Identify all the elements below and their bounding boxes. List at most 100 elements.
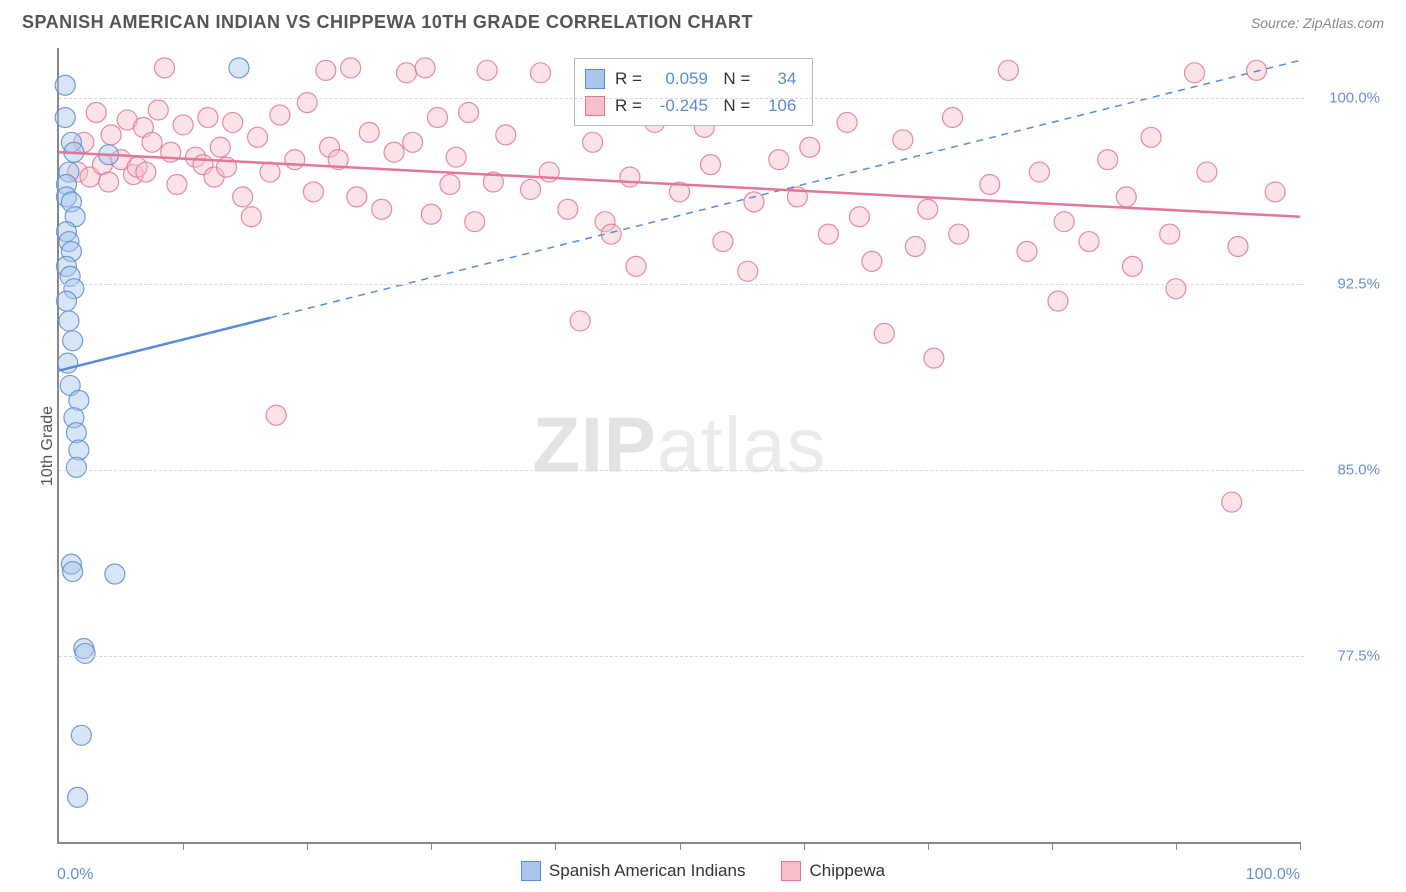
data-point-chip	[210, 137, 230, 157]
legend-swatch-chip	[781, 861, 801, 881]
data-point-sai	[66, 457, 86, 477]
data-point-chip	[465, 212, 485, 232]
data-point-chip	[223, 112, 243, 132]
plot-region: ZIPatlas R = 0.059 N = 34 R = -0.245 N =…	[57, 48, 1300, 844]
stats-r-value: 0.059	[648, 65, 708, 92]
stats-box: R = 0.059 N = 34 R = -0.245 N = 106	[574, 58, 813, 126]
data-point-chip	[837, 112, 857, 132]
x-tick	[431, 842, 432, 850]
stats-swatch-sai	[585, 69, 605, 89]
legend-label-sai: Spanish American Indians	[549, 861, 746, 881]
data-point-chip	[86, 103, 106, 123]
data-point-chip	[241, 207, 261, 227]
stats-swatch-chip	[585, 96, 605, 116]
stats-r-label: R =	[615, 65, 642, 92]
data-point-chip	[849, 207, 869, 227]
x-tick	[555, 842, 556, 850]
data-point-chip	[701, 155, 721, 175]
stats-r-label: R =	[615, 92, 642, 119]
data-point-chip	[1017, 241, 1037, 261]
data-point-sai	[63, 331, 83, 351]
data-point-chip	[101, 125, 121, 145]
gridline	[59, 284, 1304, 285]
data-point-chip	[285, 150, 305, 170]
x-tick	[307, 842, 308, 850]
data-point-chip	[154, 58, 174, 78]
data-point-chip	[1122, 256, 1142, 276]
data-point-chip	[769, 150, 789, 170]
data-point-chip	[1166, 279, 1186, 299]
data-point-sai	[75, 643, 95, 663]
data-point-chip	[1160, 224, 1180, 244]
legend-item-sai: Spanish American Indians	[521, 861, 746, 881]
data-point-chip	[198, 107, 218, 127]
stats-n-label: N =	[723, 65, 750, 92]
data-point-chip	[459, 103, 479, 123]
data-point-sai	[68, 787, 88, 807]
data-point-sai	[71, 725, 91, 745]
stats-row-chip: R = -0.245 N = 106	[585, 92, 802, 119]
gridline	[59, 98, 1304, 99]
data-point-chip	[620, 167, 640, 187]
stats-r-value: -0.245	[648, 92, 708, 119]
data-point-chip	[1185, 63, 1205, 83]
data-point-chip	[570, 311, 590, 331]
x-tick	[804, 842, 805, 850]
data-point-chip	[403, 132, 423, 152]
data-point-sai	[55, 75, 75, 95]
stats-row-sai: R = 0.059 N = 34	[585, 65, 802, 92]
data-point-chip	[626, 256, 646, 276]
chart-area: ZIPatlas R = 0.059 N = 34 R = -0.245 N =…	[45, 48, 1388, 844]
gridline	[59, 470, 1304, 471]
y-tick-label: 77.5%	[1337, 647, 1380, 664]
legend-item-chip: Chippewa	[781, 861, 885, 881]
source-label: Source: ZipAtlas.com	[1251, 15, 1384, 31]
data-point-chip	[167, 174, 187, 194]
data-point-chip	[148, 100, 168, 120]
data-point-sai	[63, 562, 83, 582]
data-point-chip	[1141, 127, 1161, 147]
stats-n-value: 34	[756, 65, 796, 92]
data-point-sai	[69, 440, 89, 460]
data-point-chip	[496, 125, 516, 145]
data-point-sai	[66, 423, 86, 443]
chart-title: SPANISH AMERICAN INDIAN VS CHIPPEWA 10TH…	[22, 12, 753, 33]
x-tick	[1176, 842, 1177, 850]
data-point-chip	[428, 107, 448, 127]
data-point-chip	[998, 60, 1018, 80]
data-point-chip	[713, 232, 733, 252]
stats-n-value: 106	[756, 92, 796, 119]
data-point-sai	[105, 564, 125, 584]
data-point-chip	[1048, 291, 1068, 311]
data-point-chip	[341, 58, 361, 78]
data-point-chip	[943, 107, 963, 127]
data-point-chip	[1079, 232, 1099, 252]
data-point-chip	[862, 251, 882, 271]
data-point-chip	[396, 63, 416, 83]
data-point-chip	[918, 199, 938, 219]
data-point-chip	[949, 224, 969, 244]
data-point-chip	[1247, 60, 1267, 80]
data-point-chip	[1116, 187, 1136, 207]
y-tick-label: 100.0%	[1329, 89, 1380, 106]
data-point-chip	[738, 261, 758, 281]
legend-swatch-sai	[521, 861, 541, 881]
data-point-chip	[1029, 162, 1049, 182]
data-point-chip	[744, 192, 764, 212]
gridline	[59, 656, 1304, 657]
plot-svg	[59, 48, 1300, 842]
data-point-chip	[531, 63, 551, 83]
legend-label-chip: Chippewa	[809, 861, 885, 881]
data-point-chip	[1265, 182, 1285, 202]
data-point-chip	[372, 199, 392, 219]
x-tick	[1052, 842, 1053, 850]
data-point-chip	[359, 122, 379, 142]
data-point-chip	[1197, 162, 1217, 182]
bottom-legend: Spanish American Indians Chippewa	[0, 861, 1406, 886]
data-point-chip	[1222, 492, 1242, 512]
data-point-chip	[1228, 237, 1248, 257]
data-point-chip	[521, 179, 541, 199]
x-tick	[928, 842, 929, 850]
x-tick	[680, 842, 681, 850]
x-tick	[183, 842, 184, 850]
